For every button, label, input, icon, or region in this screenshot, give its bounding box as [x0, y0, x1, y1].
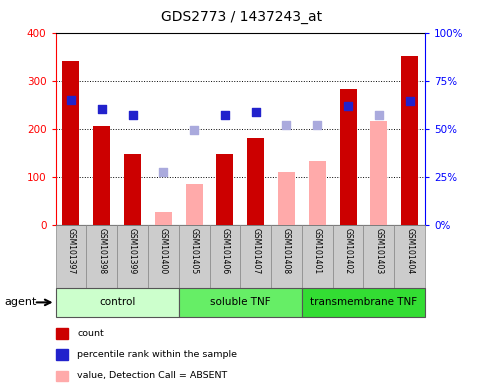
Bar: [124, 154, 141, 225]
Text: soluble TNF: soluble TNF: [210, 297, 270, 308]
Bar: [216, 154, 233, 225]
Bar: [278, 172, 295, 225]
Text: GSM101400: GSM101400: [159, 228, 168, 274]
Bar: [56, 288, 179, 317]
Text: GSM101404: GSM101404: [405, 228, 414, 274]
Point: [313, 122, 321, 128]
Point: [128, 112, 136, 118]
Text: percentile rank within the sample: percentile rank within the sample: [77, 350, 237, 359]
Point: [190, 127, 198, 133]
Point: [406, 98, 413, 104]
Text: control: control: [99, 297, 135, 308]
Text: GSM101408: GSM101408: [282, 228, 291, 274]
Text: agent: agent: [5, 297, 37, 308]
Bar: [302, 225, 333, 288]
Text: value, Detection Call = ABSENT: value, Detection Call = ABSENT: [77, 371, 227, 381]
Text: GSM101405: GSM101405: [190, 228, 199, 274]
Bar: [364, 225, 394, 288]
Bar: [302, 288, 425, 317]
Bar: [271, 225, 302, 288]
Bar: [62, 61, 79, 225]
Point: [283, 122, 290, 128]
Bar: [401, 56, 418, 225]
Text: GSM101407: GSM101407: [251, 228, 260, 274]
Bar: [179, 288, 302, 317]
Point: [221, 112, 229, 118]
Text: GSM101406: GSM101406: [220, 228, 229, 274]
Bar: [155, 212, 172, 225]
Text: GSM101397: GSM101397: [67, 228, 75, 274]
Bar: [394, 225, 425, 288]
Bar: [333, 225, 364, 288]
Bar: [340, 89, 356, 225]
Text: GSM101402: GSM101402: [343, 228, 353, 274]
Text: GDS2773 / 1437243_at: GDS2773 / 1437243_at: [161, 10, 322, 23]
Point: [344, 103, 352, 109]
Bar: [309, 161, 326, 225]
Bar: [117, 225, 148, 288]
Bar: [370, 121, 387, 225]
Bar: [185, 184, 202, 225]
Point: [98, 106, 106, 113]
Bar: [240, 225, 271, 288]
Bar: [179, 225, 210, 288]
Point: [67, 97, 75, 103]
Bar: [148, 225, 179, 288]
Bar: [56, 225, 86, 288]
Text: count: count: [77, 329, 104, 338]
Text: GSM101399: GSM101399: [128, 228, 137, 274]
Point: [375, 112, 383, 118]
Text: GSM101398: GSM101398: [97, 228, 106, 274]
Point: [159, 169, 167, 175]
Bar: [86, 225, 117, 288]
Text: GSM101401: GSM101401: [313, 228, 322, 274]
Text: GSM101403: GSM101403: [374, 228, 384, 274]
Bar: [247, 138, 264, 225]
Bar: [210, 225, 240, 288]
Text: transmembrane TNF: transmembrane TNF: [310, 297, 417, 308]
Point: [252, 109, 259, 115]
Bar: [93, 126, 110, 225]
